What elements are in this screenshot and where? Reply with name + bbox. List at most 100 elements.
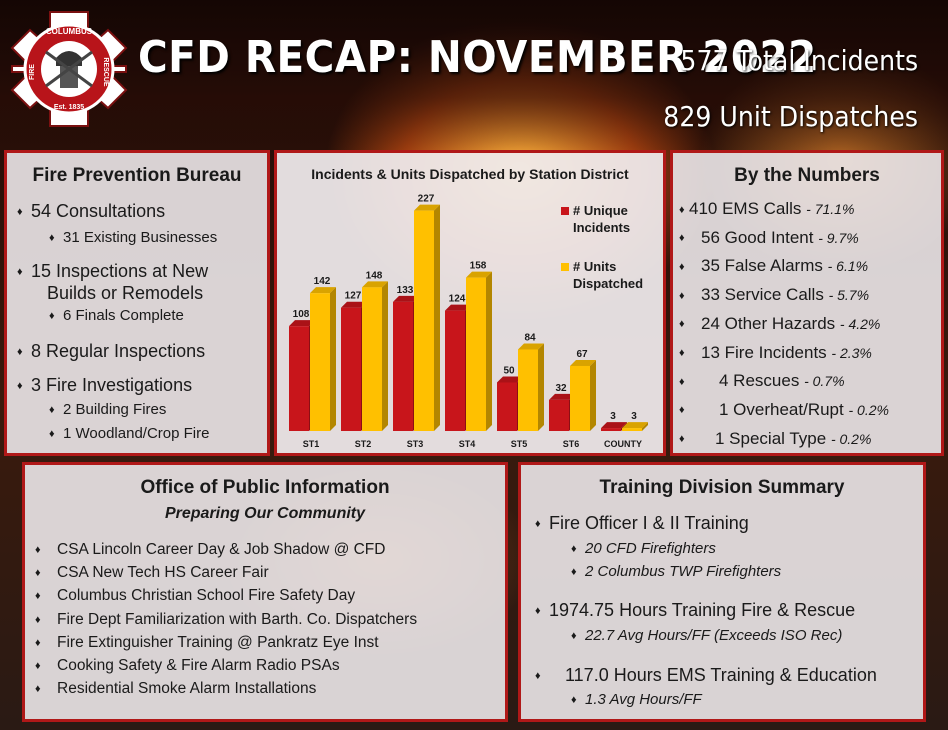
stat-percent: - 5.7% bbox=[828, 287, 870, 304]
list-subitem: ♦ 1.3 Avg Hours/FF bbox=[571, 691, 702, 708]
bullet-icon: ♦ bbox=[679, 347, 685, 360]
list-item: ♦ Fire Extinguisher Training @ Pankratz E… bbox=[35, 634, 379, 652]
list-item-label: Fire Extinguisher Training @ Pankratz Ey… bbox=[57, 633, 379, 651]
data-label: 227 bbox=[418, 194, 435, 205]
bar-side bbox=[642, 422, 648, 431]
list-item-label: CSA Lincoln Career Day & Job Shadow @ CF… bbox=[57, 541, 386, 558]
legend-swatch bbox=[561, 207, 569, 215]
bar-top bbox=[393, 295, 419, 302]
stat-percent: - 2.3% bbox=[831, 344, 872, 361]
total-incidents: 577 Total Incidents bbox=[680, 44, 918, 77]
data-label: 133 bbox=[397, 285, 414, 296]
bullet-icon: ♦ bbox=[35, 636, 41, 649]
bullet-icon: ♦ bbox=[679, 289, 685, 302]
data-label: 148 bbox=[366, 270, 383, 281]
bar-incidents-st2 bbox=[341, 307, 361, 431]
stat-label: 33 Service Calls bbox=[701, 285, 824, 305]
legend-swatch bbox=[561, 263, 569, 271]
list-subitem: ♦ 31 Existing Businesses bbox=[49, 229, 218, 246]
bar-incidents-county bbox=[601, 428, 621, 431]
bullet-icon: ♦ bbox=[679, 203, 685, 216]
list-subitem: ♦ 2 Building Fires bbox=[49, 401, 167, 418]
bar-incidents-st3 bbox=[393, 301, 413, 431]
data-label: 3 bbox=[610, 411, 616, 422]
list-item: ♦ CSA Lincoln Career Day & Job Shadow @ C… bbox=[35, 541, 385, 559]
list-item: ♦ Fire Officer I & II Training bbox=[535, 513, 749, 533]
stat-row: ♦ 1 Special Type - 0.2% bbox=[679, 429, 871, 449]
bar-top bbox=[601, 422, 627, 429]
list-subitem: ♦ 2 Columbus TWP Firefighters bbox=[571, 563, 782, 580]
data-label: 142 bbox=[314, 276, 331, 287]
bar-side bbox=[590, 359, 596, 431]
data-label: 50 bbox=[503, 365, 515, 376]
public-information-subtitle: Preparing Our Community bbox=[164, 505, 366, 522]
legend-label: Incidents bbox=[573, 220, 630, 235]
bar-units-st4 bbox=[466, 277, 486, 431]
bullet-icon: ♦ bbox=[35, 567, 41, 580]
stat-percent: - 0.7% bbox=[804, 373, 845, 390]
bullet-icon: ♦ bbox=[679, 318, 685, 331]
list-subitem: ♦ 22.7 Avg Hours/FF (Exceeds ISO Rec) bbox=[571, 627, 843, 644]
legend-label: # Unique bbox=[573, 203, 628, 218]
bar-units-county bbox=[622, 428, 642, 431]
stat-row: ♦ 33 Service Calls - 5.7% bbox=[679, 285, 869, 305]
bar-top bbox=[341, 301, 367, 308]
training-title: Training Division Summary bbox=[599, 477, 845, 498]
public-information-title: Office of Public Information bbox=[140, 477, 390, 498]
bullet-icon: ♦ bbox=[679, 375, 685, 388]
bullet-icon: ♦ bbox=[679, 232, 685, 245]
list-item-continuation: Builds or Remodels bbox=[47, 283, 204, 303]
unit-dispatches: 829 Unit Dispatches bbox=[663, 100, 918, 133]
stat-label: 24 Other Hazards bbox=[701, 313, 836, 333]
stat-row: ♦ 410 EMS Calls - 71.1% bbox=[679, 199, 854, 219]
x-tick-label: ST2 bbox=[355, 439, 372, 449]
bar-top bbox=[289, 320, 315, 327]
fire-prevention-title: Fire Prevention Bureau bbox=[32, 165, 242, 186]
bar-top bbox=[414, 204, 440, 211]
bar-units-st5 bbox=[518, 349, 538, 431]
logo-text-top: COLUMBUS bbox=[46, 27, 93, 36]
x-tick-label: COUNTY bbox=[604, 439, 642, 449]
list-item-label: Residential Smoke Alarm Installations bbox=[57, 680, 317, 698]
data-label: 124 bbox=[449, 294, 466, 305]
stat-label: 4 Rescues bbox=[719, 371, 800, 391]
bar-top bbox=[466, 271, 492, 278]
station-district-bar-chart: Incidents & Units Dispatched by Station … bbox=[289, 166, 648, 449]
bar-top bbox=[445, 304, 471, 311]
bar-top bbox=[518, 343, 544, 350]
bullet-icon: ♦ bbox=[35, 543, 41, 556]
stat-percent: - 71.1% bbox=[806, 201, 855, 217]
stat-percent: - 4.2% bbox=[839, 315, 881, 332]
data-label: 158 bbox=[470, 261, 487, 272]
bar-top bbox=[310, 287, 336, 294]
bar-side bbox=[434, 204, 440, 431]
bar-incidents-st5 bbox=[497, 382, 517, 431]
bar-top bbox=[497, 376, 523, 383]
stat-label: 13 Fire Incidents bbox=[701, 342, 827, 362]
x-tick-label: ST1 bbox=[303, 439, 320, 449]
list-item: ♦ 15 Inspections at New bbox=[17, 261, 209, 281]
by-the-numbers-title: By the Numbers bbox=[734, 165, 880, 186]
bar-side bbox=[330, 287, 336, 431]
stat-row: ♦ 1 Overheat/Rupt - 0.2% bbox=[679, 400, 889, 420]
x-tick-label: ST6 bbox=[563, 439, 580, 449]
x-tick-label: ST5 bbox=[511, 439, 528, 449]
list-item-label: Fire Dept Familiarization with Barth. Co… bbox=[57, 610, 418, 628]
bullet-icon: ♦ bbox=[35, 590, 41, 603]
bar-top bbox=[549, 393, 575, 400]
bar-units-st6 bbox=[570, 365, 590, 431]
data-label: 127 bbox=[345, 291, 362, 302]
bullet-icon: ♦ bbox=[35, 613, 41, 626]
logo-text-right: RESCUE bbox=[102, 57, 109, 87]
list-item: ♦ Columbus Christian School Fire Safety D… bbox=[35, 587, 355, 605]
data-label: 84 bbox=[524, 332, 536, 343]
list-item: ♦ 8 Regular Inspections bbox=[17, 341, 206, 361]
logo-text-left: FIRE bbox=[29, 64, 36, 80]
stat-row: ♦ 56 Good Intent - 9.7% bbox=[679, 228, 859, 248]
legend-label: # Units bbox=[573, 259, 616, 274]
bar-incidents-st4 bbox=[445, 310, 465, 431]
stat-percent: - 0.2% bbox=[848, 401, 889, 418]
bullet-icon: ♦ bbox=[35, 659, 41, 672]
by-the-numbers-panel: By the Numbers ♦ 410 EMS Calls - 71.1% ♦ 56… bbox=[670, 150, 944, 456]
x-tick-label: ST3 bbox=[407, 439, 424, 449]
